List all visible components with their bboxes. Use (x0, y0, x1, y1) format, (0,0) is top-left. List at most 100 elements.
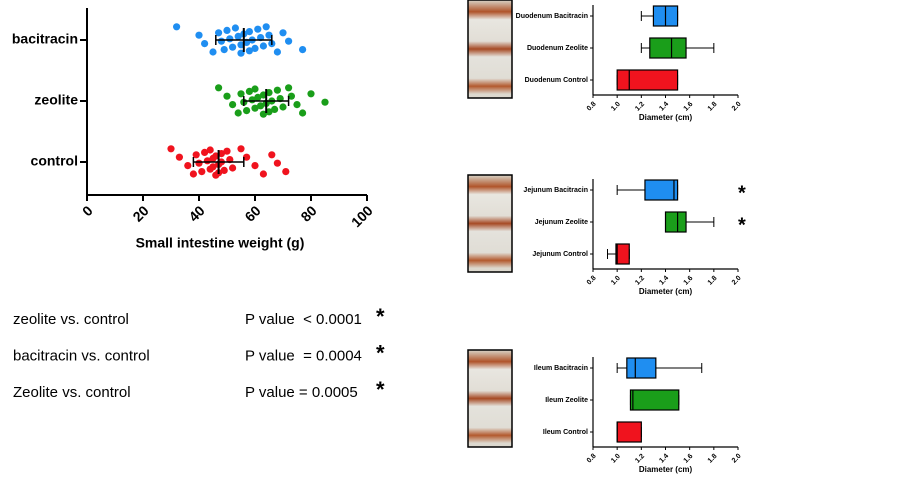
x-tick-label: 2.0 (731, 101, 743, 113)
dot (285, 84, 293, 92)
dot (223, 147, 231, 155)
dot (257, 102, 265, 110)
x-axis-title: Diameter (cm) (639, 465, 693, 474)
dot (259, 170, 267, 178)
dot (195, 159, 203, 167)
dot (226, 35, 234, 43)
dot (271, 105, 279, 113)
dot (299, 46, 307, 54)
x-tick-label: 1.4 (658, 275, 670, 287)
dot (273, 159, 281, 167)
dot (201, 40, 209, 48)
x-tick-label: 1.4 (658, 453, 670, 465)
dot (189, 170, 197, 178)
dot (245, 87, 253, 95)
box (615, 243, 630, 265)
p-value: P value = 0.0004 (245, 347, 362, 364)
dot (293, 101, 301, 109)
dot (217, 37, 225, 45)
dot (223, 92, 231, 100)
photo (467, 174, 513, 273)
dot (209, 163, 217, 171)
photo (467, 0, 513, 99)
dot (245, 47, 253, 55)
dot (231, 24, 239, 32)
x-tick-label: 100 (348, 202, 376, 230)
dot (220, 166, 228, 174)
x-axis-title: Diameter (cm) (639, 113, 693, 122)
y-tick-label: Ileum Zeolite (545, 397, 588, 404)
x-tick-label: 1.8 (707, 453, 719, 465)
x-tick-label: 1.2 (634, 275, 646, 287)
dot (212, 152, 220, 160)
box (664, 211, 687, 233)
x-tick-label: 1.0 (610, 101, 622, 113)
x-tick-label: 1.6 (683, 101, 695, 113)
dot (251, 44, 259, 53)
y-tick-label: control (31, 153, 78, 169)
x-tick-label: 0 (79, 202, 96, 219)
x-tick-label: 1.8 (707, 275, 719, 287)
significance: * (738, 182, 746, 204)
dot (192, 151, 200, 159)
dot (265, 31, 273, 39)
dot (237, 90, 245, 98)
x-tick-label: 80 (297, 202, 319, 224)
dot (215, 84, 223, 92)
x-tick-label: 1.2 (634, 453, 646, 465)
dot (234, 109, 242, 117)
box (644, 179, 679, 201)
dot (307, 90, 315, 98)
x-tick-label: 1.0 (610, 453, 622, 465)
comparison-label: bacitracin vs. control (13, 347, 150, 364)
dot (251, 162, 259, 170)
x-tick-label: 1.8 (707, 101, 719, 113)
dot (254, 25, 262, 33)
x-tick-label: 1.6 (683, 453, 695, 465)
dot (259, 42, 267, 50)
dot (245, 28, 253, 36)
box (649, 37, 687, 59)
x-tick-label: 60 (241, 202, 263, 224)
x-tick-label: 40 (185, 202, 207, 224)
y-tick-label: Ileum Bacitracin (534, 365, 588, 372)
x-tick-label: 0.8 (586, 275, 598, 287)
comparison-label: Zeolite vs. control (13, 384, 131, 401)
dot (282, 168, 290, 176)
dot (195, 31, 203, 39)
dot (237, 145, 245, 153)
dot (229, 164, 237, 172)
dot (262, 23, 270, 31)
x-tick-label: 1.6 (683, 275, 695, 287)
x-tick-label: 1.2 (634, 101, 646, 113)
y-tick-label: Duodenum Zeolite (527, 45, 588, 52)
box (629, 389, 680, 411)
y-tick-label: Jejunum Control (532, 251, 588, 258)
x-axis-title: Diameter (cm) (639, 287, 693, 296)
photo (467, 349, 513, 448)
y-tick-label: Duodenum Bacitracin (516, 13, 588, 20)
dot (268, 151, 276, 159)
x-tick-label: 1.0 (610, 275, 622, 287)
significance: * (376, 340, 385, 365)
significance: * (376, 304, 385, 329)
dot (223, 26, 231, 34)
dot (273, 48, 281, 56)
dot (243, 107, 251, 115)
dot (229, 43, 237, 51)
dot (273, 86, 281, 94)
x-tick-label: 2.0 (731, 275, 743, 287)
dot (206, 146, 214, 154)
y-tick-label: Jejunum Bacitracin (523, 187, 588, 194)
x-axis-title: Small intestine weight (g) (136, 235, 305, 251)
y-tick-label: zeolite (34, 92, 78, 108)
dot (175, 153, 183, 161)
dot (251, 85, 259, 93)
dot (237, 49, 245, 57)
y-tick-label: Jejunum Zeolite (535, 219, 588, 226)
box (616, 421, 642, 443)
p-value: P value = 0.0005 (245, 384, 358, 401)
significance: * (376, 377, 385, 402)
dot (215, 29, 223, 37)
